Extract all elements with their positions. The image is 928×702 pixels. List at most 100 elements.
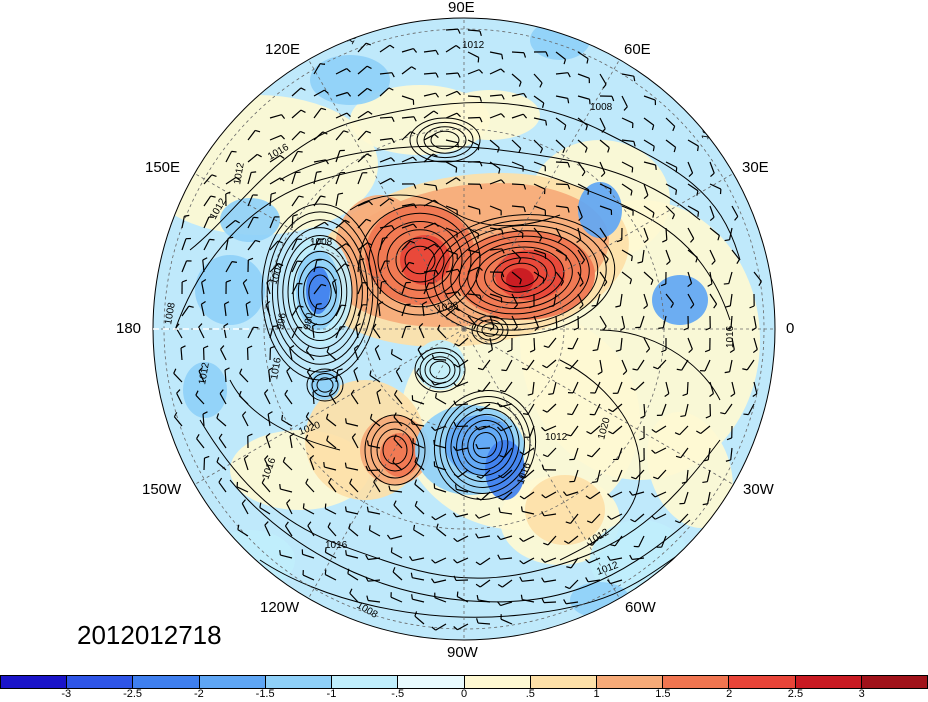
wind-barb — [523, 491, 535, 500]
wind-barb — [687, 271, 693, 284]
wind-barb — [480, 491, 491, 501]
anomaly-fill-patch — [578, 182, 622, 238]
wind-barb-flag — [519, 451, 525, 456]
wind-barb — [636, 359, 645, 371]
wind-barb-flag — [235, 219, 240, 224]
wind-barb — [478, 513, 491, 519]
wind-barb-flag — [369, 370, 372, 376]
wind-barb — [289, 348, 293, 361]
wind-barb — [577, 161, 586, 173]
isobar — [277, 227, 363, 357]
wind-barb-flag — [457, 269, 461, 274]
wind-barb — [434, 597, 447, 603]
wind-barb-flag — [479, 184, 483, 190]
wind-barb-flag — [522, 113, 528, 119]
wind-barb-flag — [651, 449, 656, 454]
wind-barb — [326, 351, 337, 361]
wind-barb-flag — [422, 301, 428, 305]
wind-barb — [335, 243, 347, 251]
wind-barb — [313, 238, 320, 251]
wind-barb — [435, 513, 447, 521]
wind-barb — [423, 110, 435, 119]
wind-barb — [423, 133, 435, 141]
wind-barb-flag — [345, 243, 351, 248]
wind-barb-flag — [725, 459, 731, 462]
wind-barb — [489, 161, 501, 170]
wind-barb — [614, 535, 623, 547]
wind-barb-flag — [564, 586, 570, 590]
wind-barb — [416, 372, 425, 383]
wind-barb — [680, 447, 689, 459]
wind-barb — [502, 579, 513, 588]
wind-barb-flag — [410, 418, 413, 425]
wind-barb-flag — [607, 147, 610, 153]
wind-barb-flag — [417, 345, 422, 350]
wind-barb — [526, 359, 535, 371]
wind-barb-flag — [235, 176, 241, 181]
wind-barb-flag — [431, 516, 436, 521]
wind-barb — [612, 403, 623, 413]
wind-barb-flag — [328, 477, 332, 483]
wind-barb — [524, 469, 535, 479]
wind-barb — [533, 73, 543, 84]
wind-barb — [511, 315, 518, 327]
wind-barb-flag — [410, 572, 413, 578]
wind-barb — [569, 359, 579, 370]
wind-barb — [326, 418, 337, 427]
wind-barb-flag — [411, 594, 413, 600]
anomaly-fill-patch — [525, 475, 605, 545]
wind-barb-flag — [653, 476, 659, 480]
wind-barb-flag — [497, 426, 502, 432]
wind-barb-flag — [267, 411, 273, 415]
wind-barb — [445, 291, 458, 295]
wind-barb — [731, 337, 735, 350]
wind-barb — [552, 381, 557, 394]
wind-barb-flag — [519, 537, 524, 542]
wind-barb — [533, 271, 545, 280]
wind-barb — [457, 469, 469, 478]
wind-barb-flag — [496, 402, 501, 408]
wind-barb-flag — [676, 368, 682, 371]
wind-barb-flag — [666, 260, 671, 266]
wind-barb — [357, 218, 367, 229]
wind-barb — [373, 481, 381, 493]
wind-barb-flag — [366, 595, 369, 601]
wind-barb-flag — [270, 345, 276, 349]
wind-barb-flag — [373, 477, 378, 483]
wind-barb — [569, 579, 579, 589]
wind-barb-flag — [477, 367, 484, 371]
wind-barb — [247, 172, 252, 185]
wind-barb-flag — [652, 366, 659, 370]
wind-barb — [665, 183, 677, 191]
wind-barb — [500, 511, 513, 515]
wind-barb-flag — [522, 413, 529, 415]
contour-label: 1036 — [436, 300, 460, 315]
wind-barb-flag — [688, 172, 694, 177]
wind-barb — [265, 436, 271, 449]
wind-barb — [203, 195, 212, 207]
isobar — [433, 390, 537, 500]
wind-barb-flag — [563, 59, 567, 65]
wind-barb-flag — [337, 368, 343, 371]
wind-barb-flag — [500, 113, 506, 118]
isobar — [501, 262, 539, 288]
wind-barb — [553, 293, 557, 306]
wind-barb — [665, 117, 676, 127]
wind-barb — [445, 139, 458, 144]
colorbar-tick-label: 1 — [593, 688, 600, 700]
meridian-line — [308, 59, 465, 330]
wind-barb — [401, 131, 412, 141]
wind-barb-flag — [726, 437, 732, 441]
colorbar-tick-label: -2.5 — [123, 688, 143, 700]
wind-barb — [313, 195, 322, 207]
wind-barb — [302, 553, 315, 559]
isobar — [297, 258, 343, 326]
wind-barb-flag — [501, 54, 504, 60]
wind-barb — [379, 137, 392, 141]
wind-barb — [445, 112, 458, 119]
wind-barb-flag — [312, 389, 318, 393]
wind-barb — [555, 183, 569, 186]
wind-barb-flag — [332, 278, 337, 284]
wind-barb-flag — [327, 522, 331, 528]
wind-barb — [571, 403, 579, 415]
